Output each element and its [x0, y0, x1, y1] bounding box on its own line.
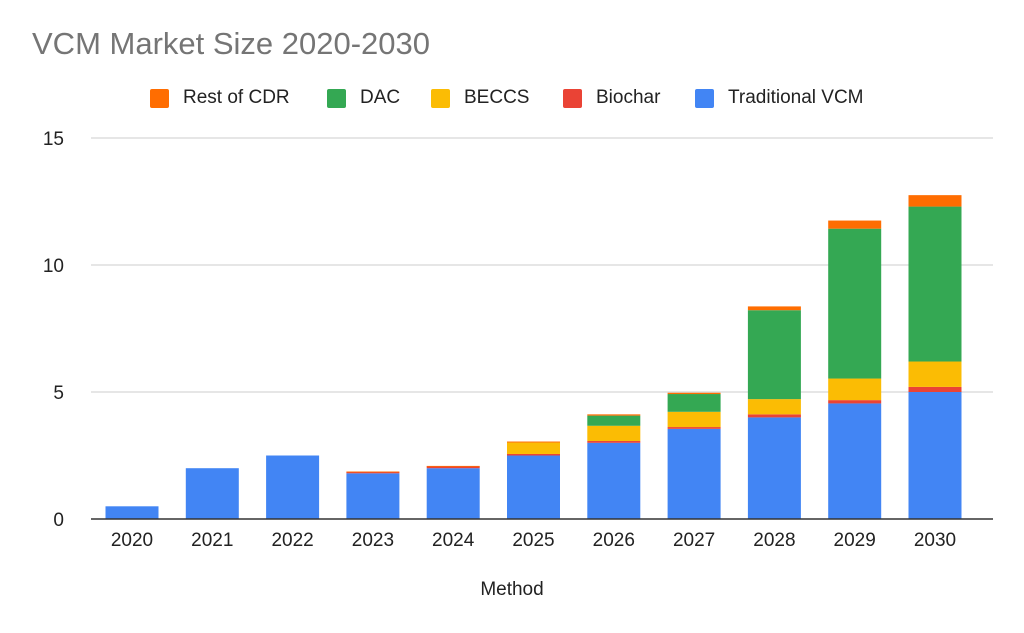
bar-segment-rest-of-cdr	[346, 471, 400, 473]
bar-segment-traditional-vcm	[587, 442, 641, 519]
legend-swatch-biochar	[563, 88, 582, 108]
bar-segment-beccs	[828, 378, 882, 401]
bar-segment-traditional-vcm	[747, 417, 801, 519]
legend-swatch-traditional-vcm	[695, 88, 714, 108]
bar-segment-dac	[667, 394, 721, 412]
bar-segment-traditional-vcm	[507, 455, 560, 519]
x-tick-label: 2026	[593, 530, 635, 551]
legend-item-traditional-vcm[interactable]: Traditional VCM	[695, 84, 864, 112]
bar-segment-beccs	[667, 411, 721, 428]
bar-segment-dac	[908, 206, 962, 362]
bar-segment-traditional-vcm	[667, 428, 721, 519]
x-tick-label: 2025	[512, 530, 554, 551]
y-tick-label: 5	[53, 383, 64, 404]
bar-segment-rest-of-cdr	[507, 441, 560, 443]
legend-label-traditional-vcm: Traditional VCM	[728, 87, 864, 108]
bar-segment-biochar	[426, 466, 480, 469]
x-axis-title: Method	[480, 579, 544, 600]
legend-item-rest-of-cdr[interactable]: Rest of CDR	[150, 84, 290, 112]
bar-segment-rest-of-cdr	[747, 306, 801, 311]
chart-legend: Rest of CDR DAC BECCS Biochar Traditiona…	[0, 84, 1024, 112]
bar-segment-beccs	[587, 425, 641, 442]
bar-segment-traditional-vcm	[185, 468, 239, 519]
y-tick-label: 15	[43, 129, 64, 150]
legend-label-biochar: Biochar	[596, 87, 661, 108]
bar-segment-biochar	[667, 427, 721, 429]
bar-segment-biochar	[346, 472, 400, 474]
bar-segment-rest-of-cdr	[908, 195, 962, 207]
legend-label-beccs: BECCS	[464, 87, 530, 108]
x-tick-label: 2022	[271, 530, 313, 551]
x-tick-label: 2023	[352, 530, 394, 551]
bar-segment-biochar	[828, 400, 882, 404]
bar-segment-traditional-vcm	[105, 506, 159, 519]
bar-segment-traditional-vcm	[828, 403, 882, 519]
x-tick-label: 2020	[111, 530, 153, 551]
bar-segment-biochar	[507, 453, 560, 456]
legend-item-biochar[interactable]: Biochar	[563, 84, 660, 112]
bar-segment-rest-of-cdr	[828, 220, 882, 229]
y-tick-label: 10	[43, 256, 64, 277]
bar-segment-traditional-vcm	[266, 455, 320, 519]
chart-title: VCM Market Size 2020-2030	[32, 26, 431, 61]
legend-item-beccs[interactable]: BECCS	[431, 84, 529, 112]
x-tick-label: 2028	[753, 530, 795, 551]
legend-label-rest-of-cdr: Rest of CDR	[183, 87, 290, 108]
bar-segment-biochar	[908, 386, 962, 392]
bar-segment-rest-of-cdr	[587, 414, 641, 416]
x-tick-label: 2027	[673, 530, 715, 551]
bar-segment-traditional-vcm	[908, 392, 962, 519]
x-tick-label: 2021	[191, 530, 233, 551]
legend-swatch-rest-of-cdr	[150, 88, 169, 108]
bar-segment-rest-of-cdr	[667, 392, 721, 395]
legend-swatch-beccs	[431, 88, 450, 108]
x-tick-label: 2030	[914, 530, 956, 551]
bar-segment-beccs	[507, 442, 560, 454]
y-tick-label: 0	[53, 510, 64, 531]
bar-segment-rest-of-cdr	[426, 465, 480, 467]
bar-segment-beccs	[747, 399, 801, 415]
bar-segment-traditional-vcm	[346, 473, 400, 519]
legend-swatch-dac	[327, 88, 346, 108]
bar-segment-traditional-vcm	[426, 468, 480, 519]
x-tick-label: 2024	[432, 530, 475, 551]
bar-segment-dac	[747, 310, 801, 400]
legend-label-dac: DAC	[360, 87, 401, 108]
legend-item-dac[interactable]: DAC	[327, 84, 400, 112]
bar-segment-biochar	[587, 441, 641, 443]
bar-segment-beccs	[908, 361, 962, 387]
bar-segment-dac	[828, 228, 882, 379]
bar-segment-biochar	[747, 414, 801, 418]
x-tick-label: 2029	[834, 530, 876, 551]
bar-segment-dac	[587, 415, 641, 426]
